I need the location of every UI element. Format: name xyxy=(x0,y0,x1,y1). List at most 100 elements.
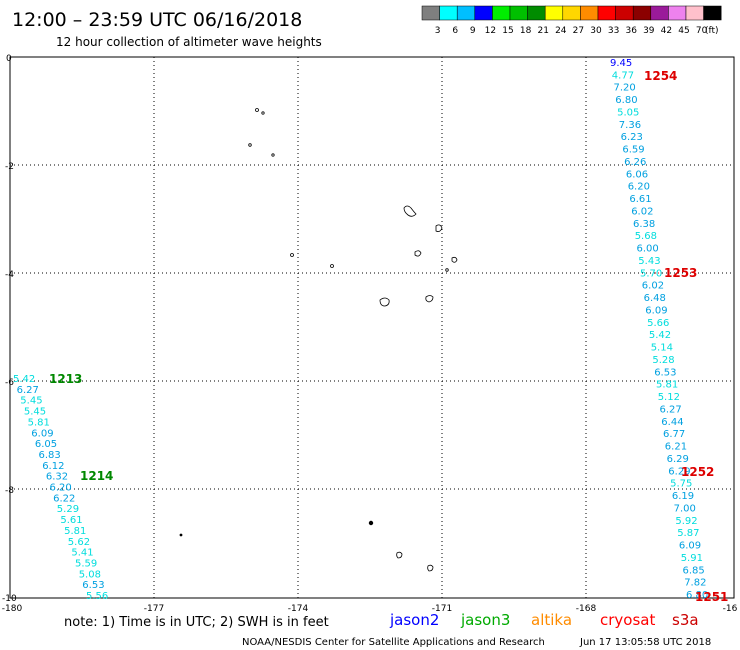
pass-label-1253: 1253 xyxy=(664,266,697,280)
swh-reading: 6.32 xyxy=(46,472,68,483)
swh-reading: 5.42 xyxy=(649,330,671,341)
map-title: 12:00 – 23:59 UTC 06/16/2018 xyxy=(12,9,302,31)
x-tick-label: -171 xyxy=(432,604,452,614)
swh-reading: 6.09 xyxy=(679,541,701,552)
island-shape xyxy=(414,250,422,257)
swh-reading: 6.22 xyxy=(53,493,75,504)
x-tick-label: -16 xyxy=(723,604,738,614)
island-shape xyxy=(379,297,390,307)
swh-reading: 5.61 xyxy=(60,515,82,526)
swh-reading: 5.29 xyxy=(57,504,79,515)
y-tick-label: -8 xyxy=(5,486,14,496)
island-shape xyxy=(427,564,434,572)
swh-reading: 6.53 xyxy=(654,367,676,378)
swh-reading: 6.53 xyxy=(82,580,104,591)
swh-reading: 5.45 xyxy=(20,396,42,407)
swh-reading: 5.12 xyxy=(658,392,680,403)
swh-reading: 5.81 xyxy=(28,417,50,428)
legend-label: 21 xyxy=(537,26,548,36)
legend-swatch xyxy=(597,5,616,21)
swh-reading: 7.82 xyxy=(684,578,706,589)
island-shape xyxy=(290,253,294,257)
swh-reading: 6.80 xyxy=(686,590,708,601)
legend-swatch xyxy=(456,5,476,21)
swh-reading: 6.61 xyxy=(629,194,651,205)
satellite-legend: jason2 jason3 altika cryosat s3a xyxy=(389,611,699,629)
legend-label: 15 xyxy=(502,26,513,36)
island-shape xyxy=(425,295,434,303)
legend-label: 45 xyxy=(678,26,689,36)
island-shape xyxy=(255,108,259,112)
swh-reading: 6.29 xyxy=(668,466,690,477)
pass-label-1254: 1254 xyxy=(644,69,677,83)
swh-reading: 5.05 xyxy=(617,108,639,119)
legend-swatch xyxy=(703,5,722,21)
swh-reading: 6.80 xyxy=(615,95,637,106)
y-tick-label: -10 xyxy=(2,594,17,604)
swh-reading: 5.43 xyxy=(638,256,660,267)
legend-swatch xyxy=(580,5,599,21)
swh-reading: 6.44 xyxy=(661,417,683,428)
pass-label-1252: 1252 xyxy=(681,465,714,479)
pass-label-1251: 1251 xyxy=(695,590,728,604)
wave-height-legend: 3 6 9 12 15 18 21 24 27 30 33 36 39 42 45 70 xyxy=(421,5,722,36)
legend-swatch xyxy=(544,5,564,21)
legend-swatch xyxy=(509,5,528,21)
swh-reading: 6.48 xyxy=(644,293,666,304)
island-shape xyxy=(435,224,443,232)
legend-swatch xyxy=(685,5,704,21)
swh-reading: 6.27 xyxy=(17,385,39,396)
swh-reading: 5.14 xyxy=(651,343,673,354)
legend-label: 36 xyxy=(625,26,637,36)
footer-timestamp: Jun 17 13:05:58 UTC 2018 xyxy=(579,637,711,648)
pass-label-1213: 1213 xyxy=(49,372,82,386)
legend-label: 30 xyxy=(590,26,602,36)
swh-reading: 6.38 xyxy=(633,219,655,230)
swh-reading: 6.09 xyxy=(645,305,667,316)
legend-unit: (ft) xyxy=(705,26,719,36)
footer-credit: NOAA/NESDIS Center for Satellite Applica… xyxy=(242,637,545,648)
swh-reading: 6.00 xyxy=(637,244,659,255)
legend-swatch xyxy=(492,5,511,21)
swh-reading: 5.92 xyxy=(675,516,697,527)
pass-label-1214: 1214 xyxy=(80,469,113,483)
swh-reading: 6.02 xyxy=(642,281,664,292)
footer-note: note: 1) Time is in UTC; 2) SWH is in fe… xyxy=(64,615,329,630)
satellite-s3a: s3a xyxy=(672,611,699,629)
legend-label: 27 xyxy=(573,26,584,36)
swh-reading: 5.87 xyxy=(677,528,699,539)
legend-label: 39 xyxy=(643,26,655,36)
swh-reading: 7.00 xyxy=(674,503,696,514)
legend-swatch xyxy=(527,5,546,21)
swh-reading: 7.20 xyxy=(614,83,636,94)
island-shape xyxy=(330,264,334,268)
swh-reading: 6.59 xyxy=(622,145,644,156)
legend-swatch xyxy=(421,5,440,21)
satellite-jason3: jason3 xyxy=(460,611,510,629)
swh-reading: 6.05 xyxy=(35,439,57,450)
swh-reading: 6.09 xyxy=(31,428,53,439)
swh-reading: 5.28 xyxy=(652,355,674,366)
legend-label: 18 xyxy=(520,26,532,36)
swh-reading: 5.68 xyxy=(635,231,657,242)
x-tick-label: -174 xyxy=(288,604,309,614)
swh-reading: 6.21 xyxy=(665,442,687,453)
island-shape xyxy=(271,153,275,157)
legend-swatch xyxy=(439,5,458,21)
swh-reading: 4.77 xyxy=(612,70,634,81)
swh-reading: 6.29 xyxy=(667,454,689,465)
grid-lines xyxy=(10,57,734,598)
x-tick-label: -180 xyxy=(2,604,23,614)
swh-reading: 6.27 xyxy=(660,404,682,415)
swh-reading: 5.70 xyxy=(640,268,662,279)
legend-swatch xyxy=(650,5,669,21)
map-subtitle: 12 hour collection of altimeter wave hei… xyxy=(56,35,322,49)
swh-reading: 5.42 xyxy=(13,374,35,385)
swh-reading: 5.59 xyxy=(75,559,97,570)
island-shape xyxy=(396,551,403,559)
y-tick-label: -6 xyxy=(5,378,14,388)
legend-swatch xyxy=(615,5,634,21)
swh-reading: 9.45 xyxy=(610,58,632,69)
y-tick-label: -2 xyxy=(5,162,14,172)
